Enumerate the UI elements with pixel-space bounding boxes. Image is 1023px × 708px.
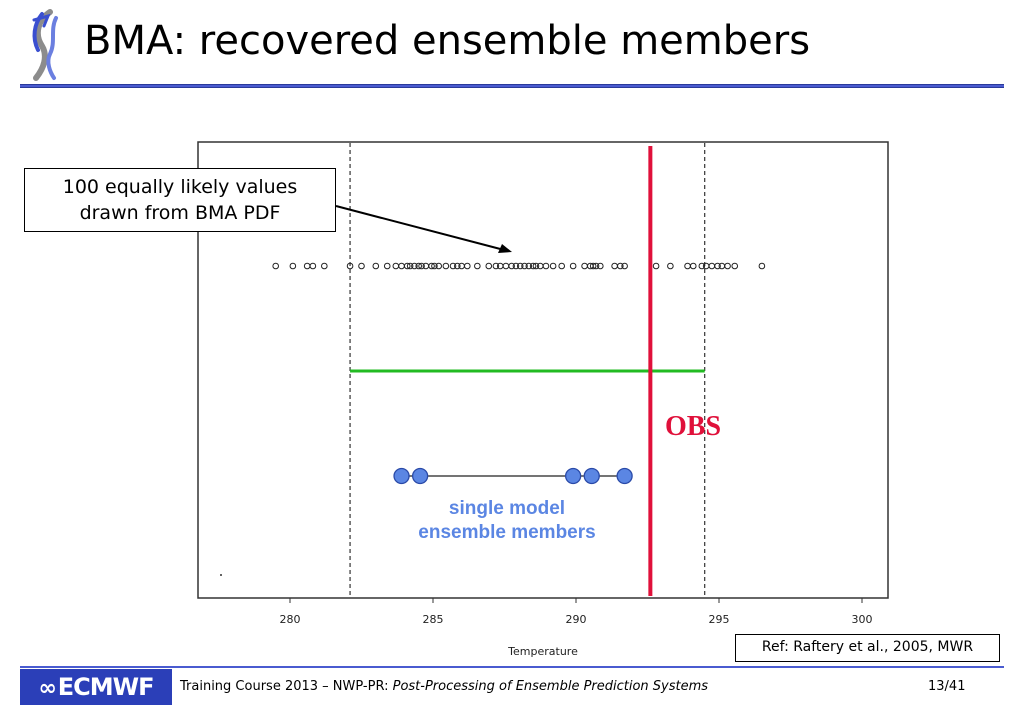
bma-sample-point [758,262,766,270]
bma-sample-point [621,262,628,270]
bma-sample-point [731,262,739,270]
bma-sample-point [415,262,423,270]
x-tick-label: 280 [280,613,301,626]
bma-sample-point [449,262,457,270]
bma-sample-point [667,262,674,270]
bma-sample-point [652,262,660,270]
ensemble-member-point [616,467,633,485]
plot-frame [197,141,889,599]
bma-sample-point [289,262,297,270]
bma-sample-point [309,262,317,270]
ensemble-member-point [411,467,429,485]
bma-sample-point [617,262,624,270]
bma-sample-point [708,262,716,270]
bma-sample-point [558,262,566,270]
x-tick-label: 295 [709,613,730,626]
bma-sample-point [346,262,354,270]
ecmwf-logo: ∞ECMWF [20,669,172,705]
x-tick-label: 290 [566,613,587,626]
bma-sample-point [525,262,533,270]
ecmwf-symbol-icon: ∞ [38,676,56,701]
bma-sample-point [435,262,443,270]
title-divider [20,84,1004,88]
footer-divider [20,666,1004,668]
bma-sample-point [698,262,706,270]
obs-label: OBS [665,411,721,442]
ensemble-label-line2: ensemble members [418,522,595,543]
callout-box: 100 equally likely values drawn from BMA… [24,168,336,232]
bma-sample-point [406,262,414,270]
bma-sample-point [512,262,520,270]
bma-sample-point [549,262,557,270]
ensemble-label-line1: single model [449,498,565,519]
bma-sample-point [516,262,524,270]
ensemble-member-point [583,467,600,485]
plot-speck [220,574,222,576]
bma-sample-point [358,262,365,270]
bma-sample-point [474,262,481,270]
callout-arrow [335,205,509,252]
bma-sample-point [418,262,425,270]
callout-line1: 100 equally likely values [62,176,298,198]
callout-arrow-head [498,244,512,253]
bma-sample-point [398,262,405,270]
bma-sample-point [502,262,510,270]
bma-sample-point [442,262,450,270]
bma-sample-point [431,262,438,270]
bma-sample-point [321,262,328,270]
bma-sample-point [532,262,540,270]
bma-sample-point [392,262,400,270]
bma-sample-point [508,262,515,270]
x-axis-label: Temperature [507,645,578,658]
bma-sample-point [542,262,550,270]
bma-sample-point [383,262,391,270]
bma-sample-point [372,262,380,270]
bma-sample-point [464,262,471,270]
bma-sample-point [714,262,721,270]
ensemble-member-point [564,467,582,485]
bma-sample-point [303,262,311,270]
bma-sample-point [589,262,597,270]
bma-sample-point [521,262,528,270]
bma-sample-point [684,262,691,270]
bma-sample-point [403,262,411,270]
bma-sample-point [454,262,461,270]
bma-sample-point [592,262,600,270]
bma-sample-point [724,262,731,270]
ecmwf-logo-text: ECMWF [57,673,155,701]
footer-text: Training Course 2013 – NWP-PR: Post-Proc… [180,679,708,694]
page-number: 13/41 [928,679,966,694]
x-tick-label: 285 [423,613,444,626]
bma-sample-point [529,262,537,270]
bma-sample-point [428,262,435,270]
ensemble-member-point [393,467,410,485]
bma-sample-point [689,262,697,270]
bma-sample-point [485,262,493,270]
bma-sample-point [569,262,577,270]
bma-sample-point [492,262,500,270]
callout-line2: drawn from BMA PDF [79,202,281,224]
bma-sample-point [272,262,280,270]
x-tick-label: 300 [852,613,873,626]
bma-sample-point [581,262,588,270]
bma-sample-point [597,262,604,270]
reference-box: Ref: Raftery et al., 2005, MWR [735,634,1000,662]
footer-course-title: Post-Processing of Ensemble Prediction S… [392,679,709,694]
bma-sample-point [611,262,618,270]
footer-prefix: Training Course 2013 – NWP-PR: [180,679,393,694]
ecmwf-swirl-logo-icon [32,9,58,81]
slide-title: BMA: recovered ensemble members [84,18,811,64]
bma-sample-point [411,262,418,270]
